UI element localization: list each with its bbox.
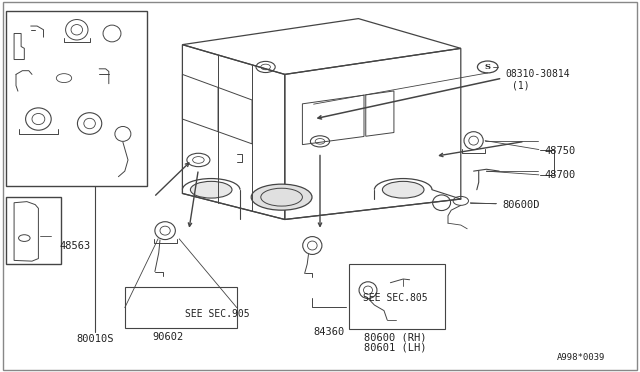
Bar bbox=[6, 11, 147, 186]
Text: 80600D: 80600D bbox=[502, 200, 540, 209]
Ellipse shape bbox=[191, 182, 232, 198]
Ellipse shape bbox=[383, 182, 424, 198]
Ellipse shape bbox=[252, 184, 312, 210]
Text: 80010S: 80010S bbox=[76, 334, 113, 343]
Bar bbox=[6, 197, 61, 264]
Text: 48750: 48750 bbox=[544, 146, 575, 155]
Text: SEE SEC.805: SEE SEC.805 bbox=[364, 293, 428, 302]
Text: A998*0039: A998*0039 bbox=[557, 353, 605, 362]
Text: S: S bbox=[484, 63, 491, 71]
Text: 84360: 84360 bbox=[314, 327, 345, 337]
Text: 48563: 48563 bbox=[60, 241, 91, 250]
Bar bbox=[349, 264, 445, 329]
Text: 80601 (LH): 80601 (LH) bbox=[364, 343, 427, 353]
Text: 80600 (RH): 80600 (RH) bbox=[364, 333, 427, 342]
Text: 48700: 48700 bbox=[544, 170, 575, 180]
Text: (1): (1) bbox=[512, 81, 530, 90]
Text: 90602: 90602 bbox=[152, 333, 183, 342]
Text: SEE SEC.905: SEE SEC.905 bbox=[186, 310, 250, 319]
Bar bbox=[125, 287, 237, 328]
Text: 08310-30814: 08310-30814 bbox=[506, 70, 570, 79]
